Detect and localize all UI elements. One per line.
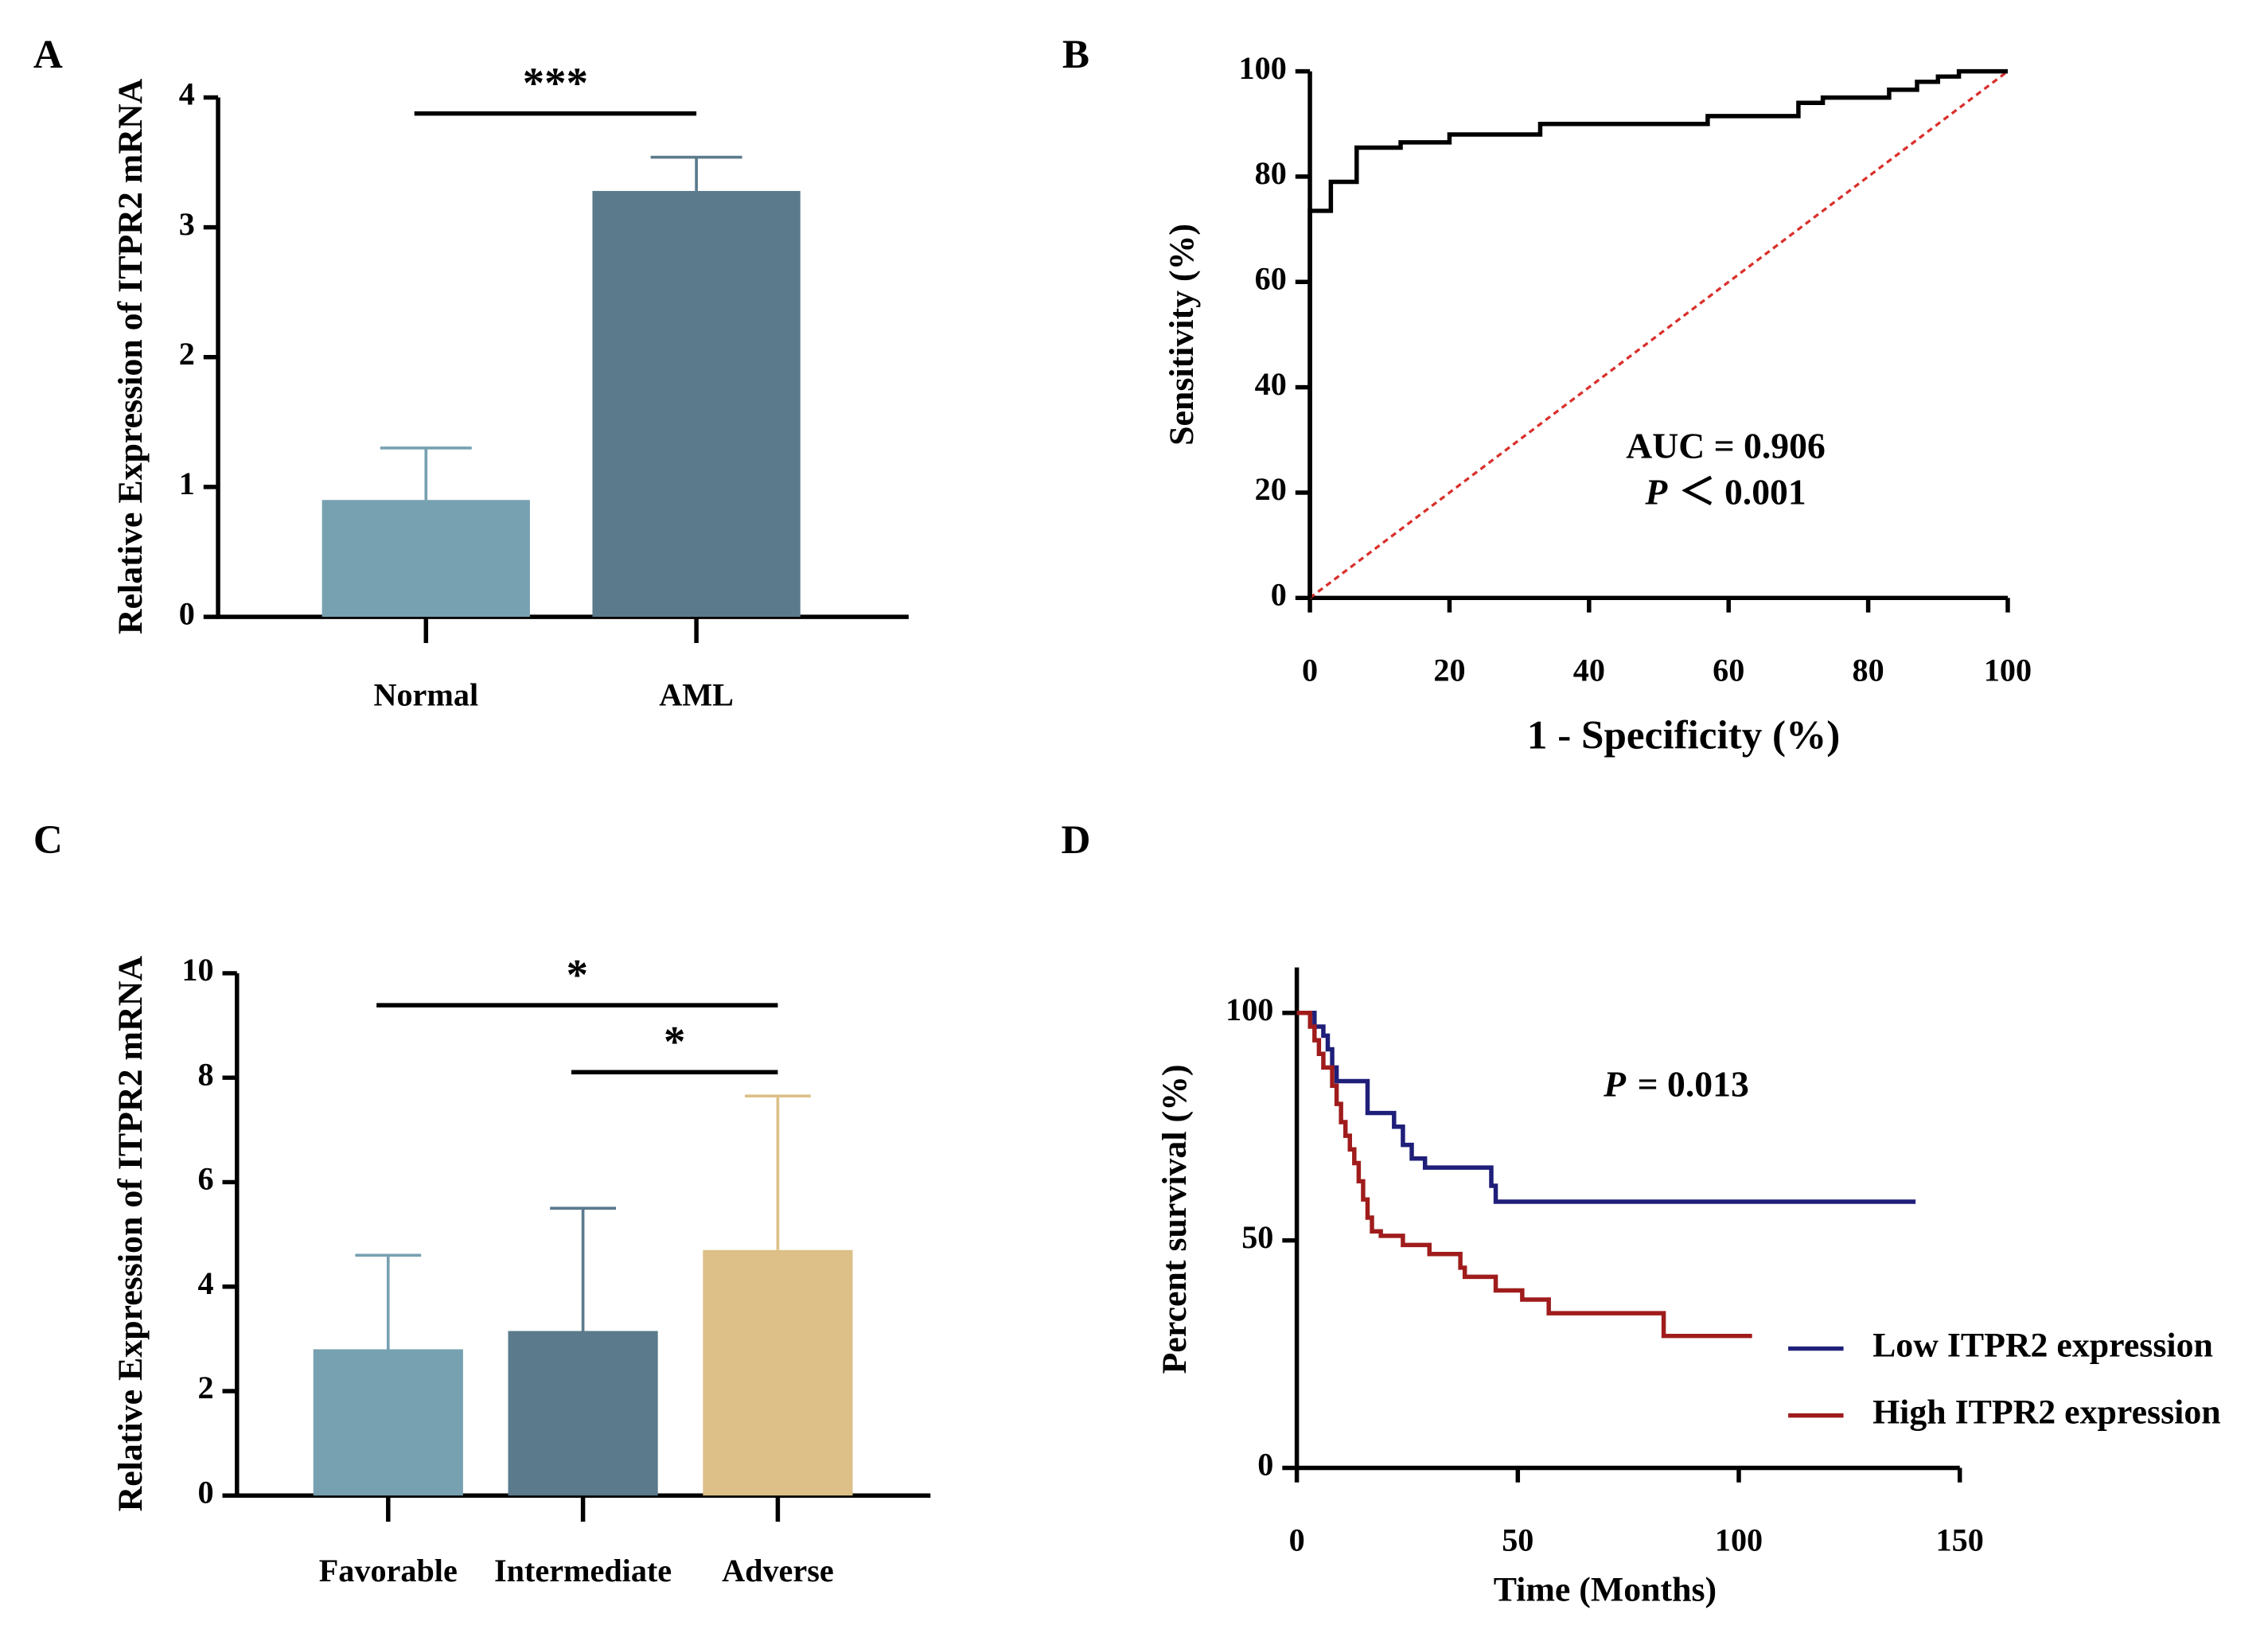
y-tick-label: 2 <box>179 336 195 372</box>
x-tick-label: Normal <box>373 677 478 713</box>
series-line <box>1307 68 2008 598</box>
x-tick-label: 20 <box>1433 653 1465 688</box>
x-tick-label: 50 <box>1502 1522 1533 1558</box>
bar <box>592 190 801 618</box>
x-tick-label: 150 <box>1936 1522 1984 1558</box>
y-axis-label: Percent survival (%) <box>1155 1064 1194 1374</box>
y-tick-label: 3 <box>179 206 195 242</box>
x-tick-label: 80 <box>1853 653 1884 688</box>
y-axis-label: Sensitivity (%) <box>1163 224 1201 446</box>
x-tick-label: 100 <box>1984 653 2032 688</box>
error-bar <box>650 155 742 191</box>
significance-label: *** <box>523 58 588 107</box>
annotation: P ＜ 0.001 <box>1644 472 1806 513</box>
series-line <box>1296 1011 1752 1339</box>
y-tick-label: 40 <box>1255 366 1287 402</box>
x-tick-label: 60 <box>1713 653 1744 688</box>
y-tick-label: 6 <box>197 1161 213 1197</box>
x-tick-label: Adverse <box>722 1553 834 1588</box>
reference-line <box>1309 70 2009 599</box>
error-bar <box>355 1253 422 1350</box>
x-axis-label: 1 - Specificity (%) <box>1527 712 1840 758</box>
bar <box>313 1349 463 1496</box>
y-tick-label: 20 <box>1255 471 1287 507</box>
annotation-text: ＜ 0.001 <box>1679 472 1806 513</box>
x-tick-label: 100 <box>1715 1522 1763 1558</box>
significance-label: * <box>664 1017 685 1066</box>
x-tick-label: 40 <box>1573 653 1605 688</box>
y-tick-label: 1 <box>179 466 195 501</box>
y-tick-label: 0 <box>1257 1447 1273 1483</box>
bar <box>703 1249 853 1496</box>
y-tick-label: 4 <box>197 1265 213 1301</box>
y-axis-label: Relative Expression of ITPR2 mRNA <box>111 956 150 1512</box>
annotation: P = 0.013 <box>1603 1064 1749 1105</box>
legend-label: Low ITPR2 expression <box>1872 1327 2213 1365</box>
bar <box>321 500 530 618</box>
annotation-italic: P <box>1603 1064 1627 1105</box>
x-tick-label: 0 <box>1302 653 1318 688</box>
y-tick-label: 80 <box>1255 155 1287 191</box>
y-tick-label: 4 <box>179 76 195 112</box>
y-tick-label: 0 <box>1271 577 1287 613</box>
x-tick-label: 0 <box>1289 1522 1305 1558</box>
panel-label: C <box>33 817 63 863</box>
bar <box>508 1331 658 1496</box>
x-tick-label: Intermediate <box>494 1553 672 1588</box>
error-bar <box>550 1206 616 1331</box>
series-line <box>1296 1011 1916 1204</box>
y-tick-label: 10 <box>181 952 213 988</box>
panel-label: A <box>33 32 63 77</box>
x-tick-label: Favorable <box>319 1553 458 1588</box>
annotation-italic: P <box>1644 472 1668 513</box>
annotation-text: = 0.013 <box>1638 1064 1749 1105</box>
y-tick-label: 0 <box>179 595 195 631</box>
x-tick-label: AML <box>659 677 734 713</box>
y-tick-label: 60 <box>1255 260 1287 296</box>
x-axis-label: Time (Months) <box>1494 1571 1717 1609</box>
panel-label: B <box>1062 32 1089 77</box>
error-bar <box>745 1094 811 1250</box>
y-axis-label: Relative Expression of ITPR2 mRNA <box>111 78 150 634</box>
y-tick-label: 8 <box>197 1056 213 1092</box>
annotation: AUC = 0.906 <box>1626 425 1826 466</box>
y-tick-label: 100 <box>1239 50 1287 86</box>
panel-label: D <box>1061 817 1090 863</box>
legend-label: High ITPR2 expression <box>1872 1393 2221 1432</box>
y-tick-label: 100 <box>1226 992 1273 1027</box>
significance-label: * <box>567 950 588 999</box>
y-tick-label: 2 <box>197 1370 213 1405</box>
error-bar <box>380 446 472 501</box>
y-tick-label: 50 <box>1241 1219 1273 1255</box>
y-tick-label: 0 <box>197 1474 213 1510</box>
